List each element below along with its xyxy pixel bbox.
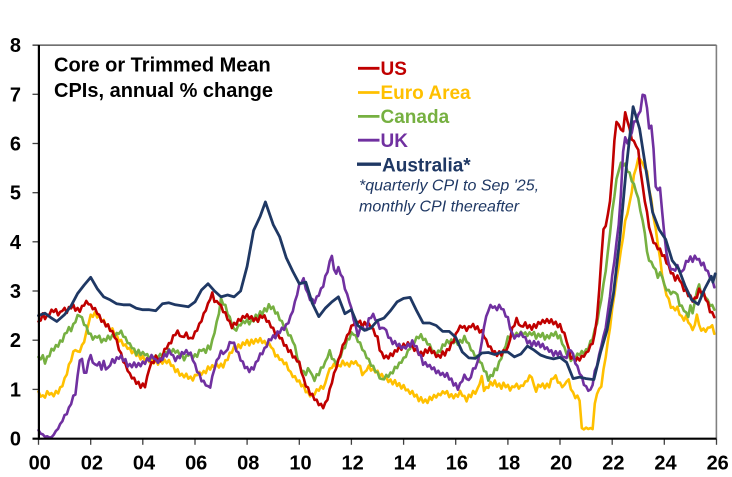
svg-text:US: US: [381, 59, 407, 80]
svg-text:16: 16: [446, 453, 468, 475]
svg-text:00: 00: [29, 453, 51, 475]
svg-text:22: 22: [602, 453, 624, 475]
svg-text:04: 04: [133, 453, 156, 475]
svg-text:CPIs, annual % change: CPIs, annual % change: [54, 80, 273, 102]
svg-text:1: 1: [10, 379, 21, 401]
svg-text:4: 4: [10, 232, 22, 254]
svg-text:08: 08: [237, 453, 259, 475]
svg-text:0: 0: [10, 429, 21, 451]
svg-text:monthly CPI thereafter: monthly CPI thereafter: [359, 199, 520, 216]
svg-text:26: 26: [707, 453, 729, 475]
svg-text:12: 12: [341, 453, 363, 475]
svg-text:24: 24: [654, 453, 677, 475]
svg-text:10: 10: [289, 453, 311, 475]
svg-text:*quarterly CPI to Sep '25,: *quarterly CPI to Sep '25,: [359, 178, 539, 195]
svg-text:7: 7: [10, 84, 21, 106]
svg-text:06: 06: [185, 453, 207, 475]
svg-text:2: 2: [10, 330, 21, 352]
svg-text:Australia*: Australia*: [382, 155, 471, 176]
svg-text:5: 5: [10, 183, 21, 205]
svg-text:UK: UK: [381, 131, 409, 152]
svg-text:8: 8: [10, 35, 21, 57]
svg-text:6: 6: [10, 134, 21, 156]
svg-text:14: 14: [394, 453, 417, 475]
svg-text:18: 18: [498, 453, 520, 475]
svg-text:02: 02: [81, 453, 103, 475]
svg-text:20: 20: [550, 453, 572, 475]
svg-text:3: 3: [10, 281, 21, 303]
svg-text:Core or Trimmed Mean: Core or Trimmed Mean: [54, 55, 271, 77]
svg-text:Euro Area: Euro Area: [381, 83, 472, 104]
svg-text:Canada: Canada: [381, 107, 450, 128]
